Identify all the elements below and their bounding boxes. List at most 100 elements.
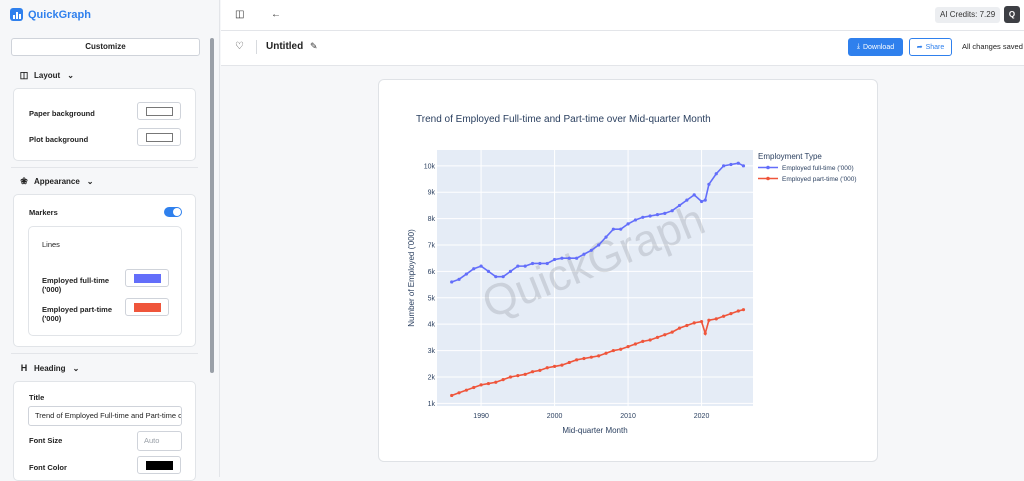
series-point-1 <box>619 347 623 351</box>
series-point-1 <box>486 381 491 386</box>
series-point-0 <box>655 213 660 217</box>
chart-svg[interactable]: Trend of Employed Full-time and Part-tim… <box>379 80 879 463</box>
series-point-1 <box>523 372 527 376</box>
series-point-0 <box>486 269 491 274</box>
layout-section-header[interactable]: ◫ Layout ⌄ <box>19 70 74 81</box>
series-point-0 <box>736 161 740 165</box>
series-color-full-time-swatch[interactable] <box>125 269 169 287</box>
series-point-0 <box>648 214 652 218</box>
y-tick-label: 8k <box>428 216 436 223</box>
appearance-section-label: Appearance <box>34 177 80 186</box>
lines-label: Lines <box>42 240 60 249</box>
series-point-1 <box>508 375 513 379</box>
palette-icon: ❀ <box>20 176 28 186</box>
y-axis-label: Number of Employed ('000) <box>407 229 416 327</box>
series-point-1 <box>741 308 746 312</box>
ai-credits-badge: AI Credits: 7.29 <box>935 7 1001 23</box>
toolbar-divider <box>256 40 257 54</box>
plot-background-swatch[interactable] <box>137 128 181 146</box>
back-arrow-icon[interactable]: ← <box>271 9 281 20</box>
app-logo[interactable]: QuickGraph <box>10 8 91 21</box>
document-title[interactable]: Untitled <box>266 41 304 52</box>
series-point-1 <box>611 348 615 353</box>
series-point-1 <box>648 338 652 342</box>
toggle-knob <box>173 208 181 216</box>
series-point-1 <box>582 356 586 361</box>
series-point-1 <box>552 364 557 369</box>
series-point-0 <box>450 280 454 284</box>
heading-section-header[interactable]: H Heading ⌄ <box>19 363 80 373</box>
legend-swatch-marker <box>766 176 770 181</box>
series-point-0 <box>707 182 711 186</box>
series-point-0 <box>457 277 461 281</box>
font-color-swatch[interactable] <box>137 456 181 474</box>
y-tick-label: 6k <box>428 269 436 276</box>
plot-background-color <box>146 133 173 142</box>
pencil-icon[interactable]: ✎ <box>310 41 318 51</box>
chevron-down-icon: ⌄ <box>86 177 94 186</box>
legend-entry: Employed full-time ('000) <box>782 165 854 172</box>
series-point-1 <box>722 314 726 318</box>
font-size-input[interactable]: Auto <box>137 431 182 451</box>
series-point-1 <box>560 363 564 367</box>
title-input[interactable]: Trend of Employed Full-time and Part-tim… <box>28 406 182 426</box>
series-point-0 <box>699 199 704 204</box>
series-label-full-time: Employed full-time ('000) <box>42 276 110 294</box>
x-tick-label: 1990 <box>473 413 489 420</box>
save-status: All changes saved <box>962 42 1023 51</box>
series-point-1 <box>729 312 733 316</box>
series-point-1 <box>663 333 667 337</box>
series-point-0 <box>560 256 564 260</box>
series-point-1 <box>472 385 476 390</box>
series-point-1 <box>692 321 696 325</box>
series-point-0 <box>670 209 674 213</box>
heart-icon[interactable]: ♡ <box>235 41 244 52</box>
series-point-0 <box>703 198 707 202</box>
y-tick-label: 5k <box>428 295 436 302</box>
series-point-0 <box>567 256 571 260</box>
series-point-1 <box>575 358 579 362</box>
x-tick-label: 2000 <box>547 413 563 420</box>
series-point-0 <box>479 264 483 268</box>
series-point-0 <box>714 172 718 176</box>
x-tick-label: 2010 <box>620 413 636 420</box>
series-point-0 <box>741 164 746 168</box>
y-tick-label: 3k <box>428 348 436 355</box>
series-color-part-time-swatch[interactable] <box>125 298 169 316</box>
sidebar-scrollbar[interactable] <box>210 38 214 373</box>
series-point-1 <box>516 374 520 378</box>
series-point-0 <box>597 243 601 247</box>
sidebar-toggle-icon[interactable]: ◫ <box>235 9 245 20</box>
series-point-0 <box>501 275 505 279</box>
x-axis-label: Mid-quarter Month <box>562 426 627 435</box>
series-point-1 <box>501 378 505 382</box>
markers-toggle[interactable] <box>164 207 182 217</box>
legend-entry: Employed part-time ('000) <box>782 176 857 183</box>
series-point-0 <box>508 269 513 274</box>
top-bar <box>221 0 1024 31</box>
appearance-section-header[interactable]: ❀ Appearance ⌄ <box>19 176 94 187</box>
paper-background-swatch[interactable] <box>137 102 181 120</box>
series-point-1 <box>626 345 630 349</box>
share-button[interactable]: ➦ Share <box>909 38 952 56</box>
layout-icon: ◫ <box>19 70 29 80</box>
chart-card[interactable]: Trend of Employed Full-time and Part-tim… <box>378 79 878 462</box>
series-point-1 <box>685 323 689 328</box>
series-point-1 <box>567 360 571 365</box>
series-point-1 <box>641 339 645 343</box>
chart-title: Trend of Employed Full-time and Part-tim… <box>416 114 711 125</box>
series-point-1 <box>707 318 711 322</box>
markers-label: Markers <box>29 208 58 217</box>
series-color-part-time <box>134 303 161 312</box>
series-point-0 <box>494 275 498 279</box>
series-point-0 <box>685 198 689 202</box>
series-point-0 <box>619 227 623 231</box>
series-point-0 <box>589 248 593 252</box>
share-label: Share <box>925 43 945 51</box>
series-point-0 <box>604 235 608 239</box>
customize-button[interactable]: Customize <box>11 38 200 56</box>
series-point-0 <box>582 252 586 256</box>
heading-icon: H <box>20 363 28 373</box>
download-button[interactable]: ⤓ Download <box>848 38 903 56</box>
avatar[interactable]: Q <box>1004 6 1020 23</box>
